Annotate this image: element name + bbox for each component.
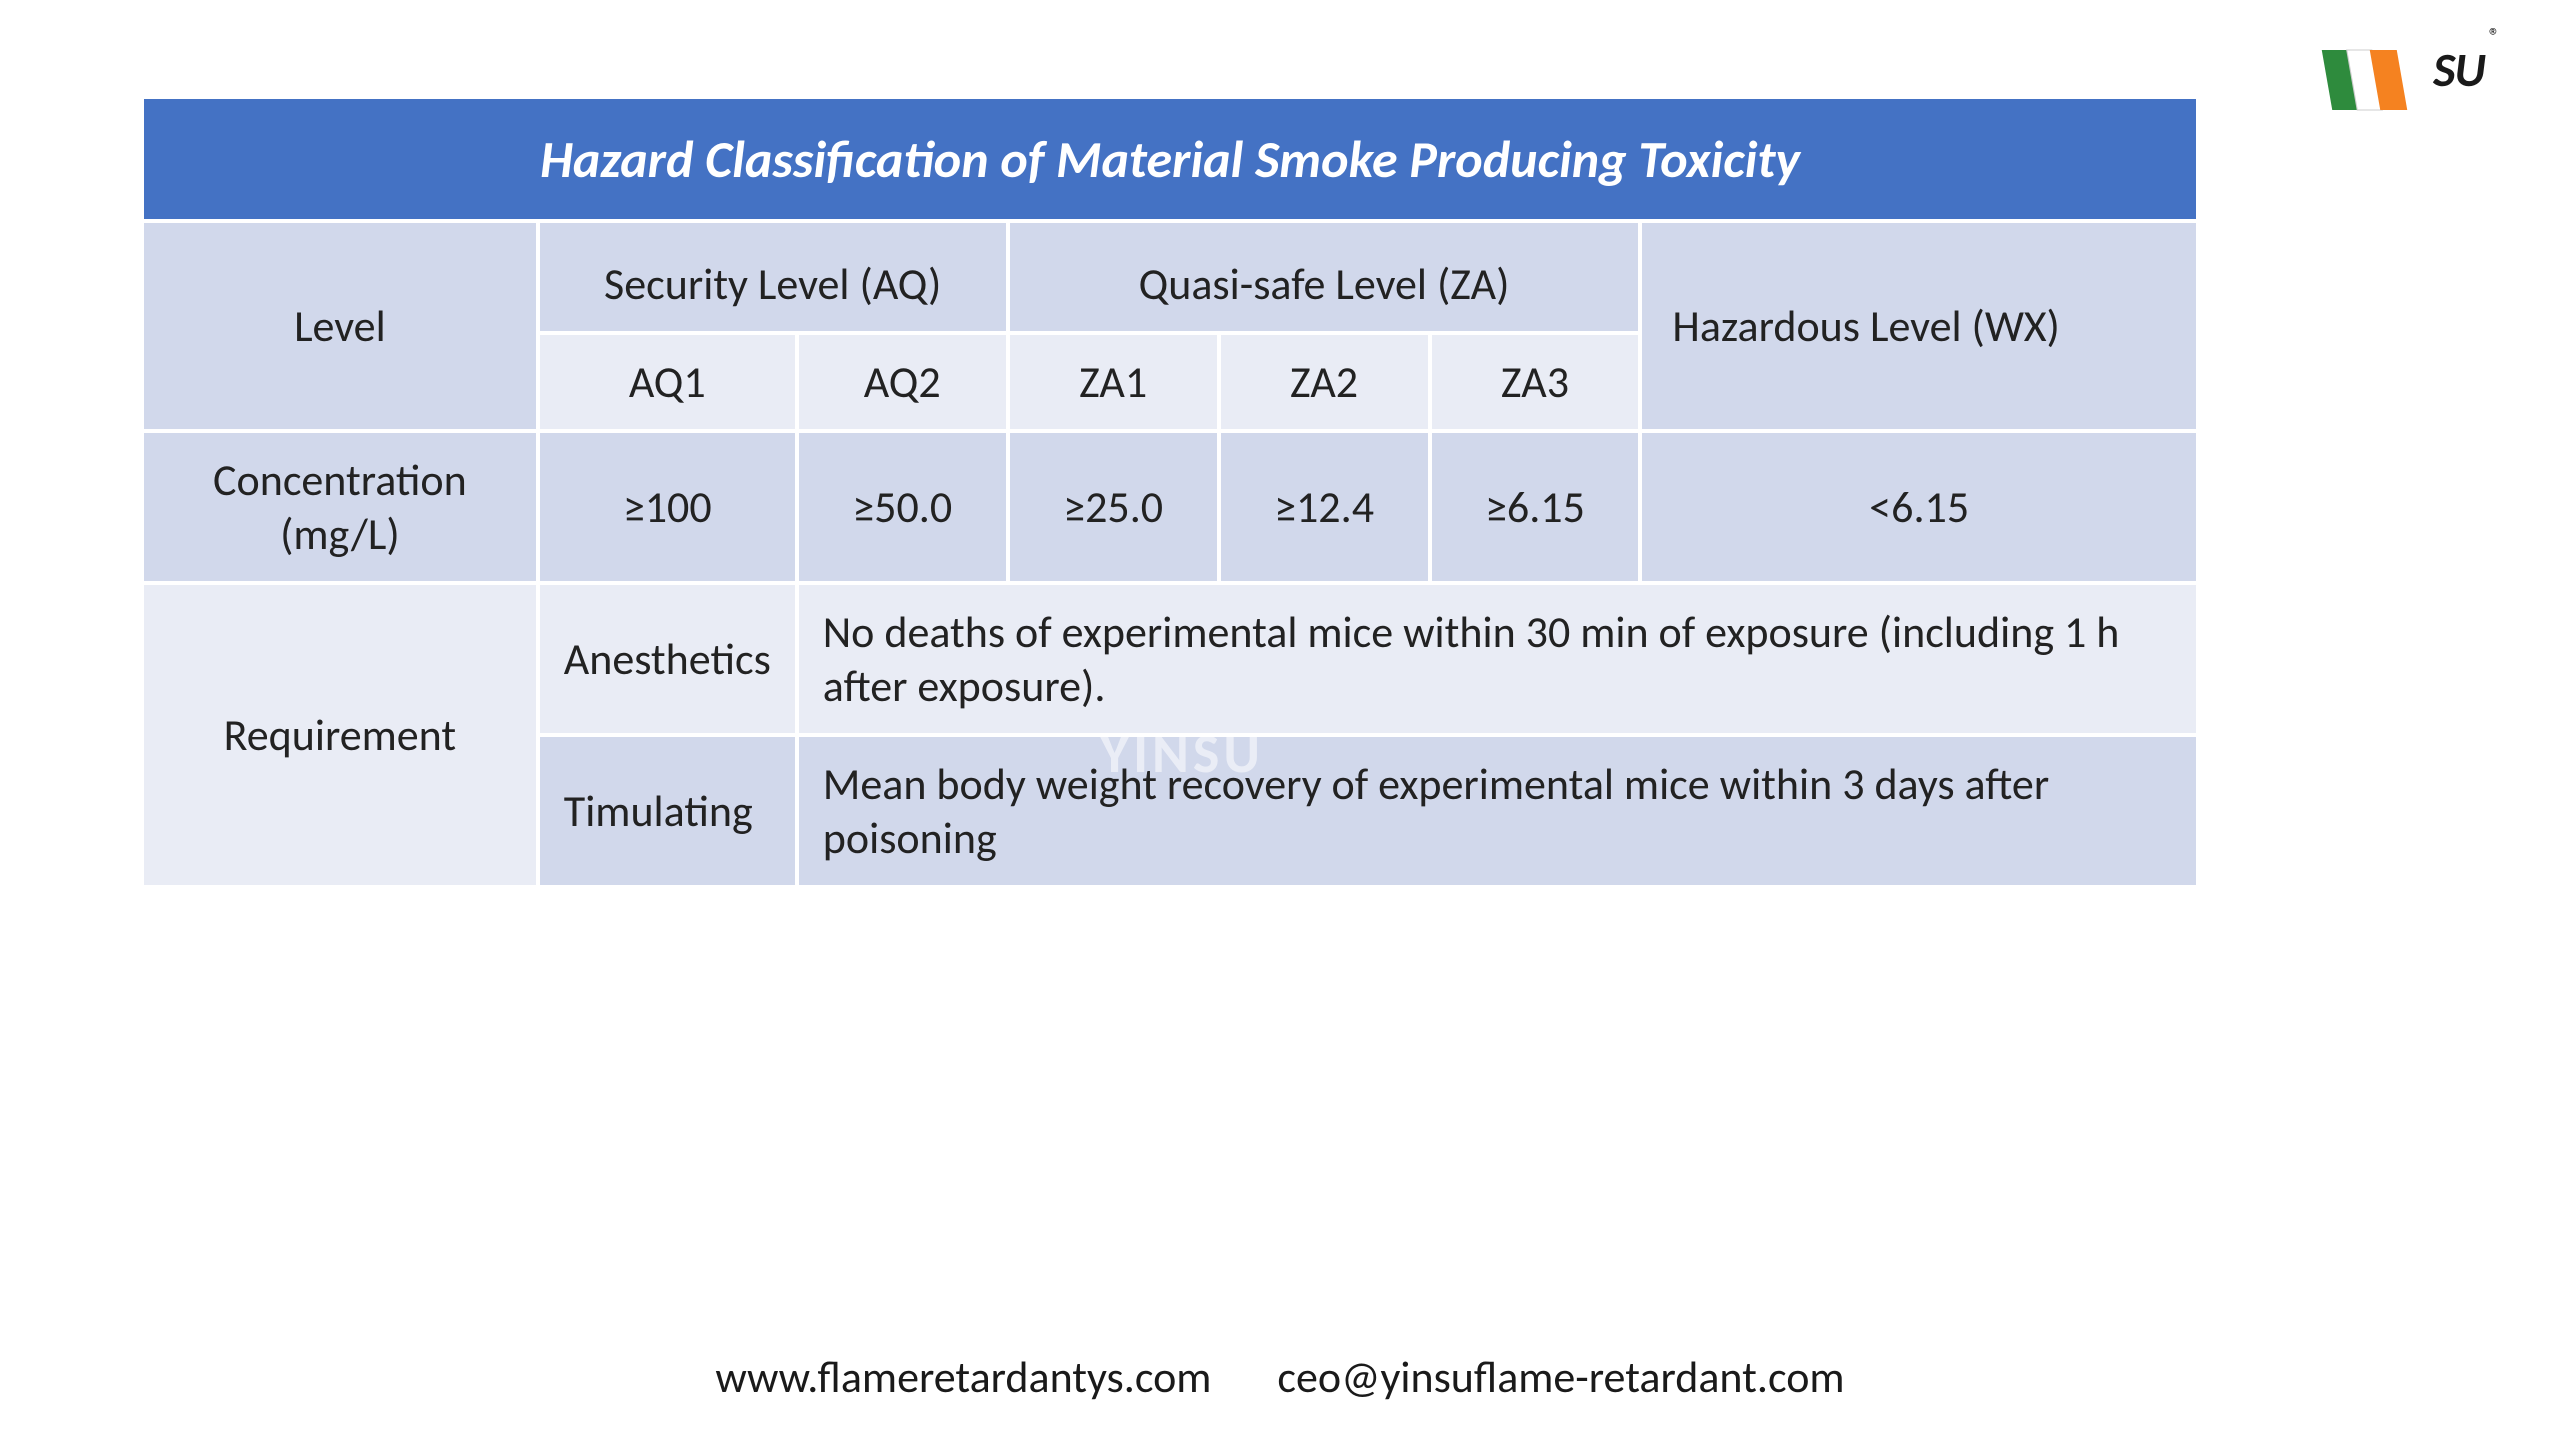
level-label: Level (142, 221, 538, 431)
req-anesthetics-text: No deaths of experimental mice within 30… (797, 583, 2198, 735)
req-timulating-name: Timulating (538, 735, 797, 887)
req-timulating-text: Mean body weight recovery of experimenta… (797, 735, 2198, 887)
conc-za1: ≥25.0 (1008, 431, 1219, 583)
conc-za3: ≥6.15 (1430, 431, 1641, 583)
group-security: Security Level (AQ) (538, 221, 1008, 333)
logo-text: SU (2433, 40, 2485, 99)
table-title: Hazard Classification of Material Smoke … (142, 97, 2198, 221)
title-row: Hazard Classification of Material Smoke … (142, 97, 2198, 221)
sub-za3: ZA3 (1430, 333, 1641, 431)
group-hazardous: Hazardous Level (WX) (1640, 221, 2198, 431)
brand-logo: SU ® (2295, 40, 2500, 120)
sub-aq2: AQ2 (797, 333, 1008, 431)
sub-aq1: AQ1 (538, 333, 797, 431)
group-quasisafe: Quasi-safe Level (ZA) (1008, 221, 1641, 333)
level-group-row: Level Security Level (AQ) Quasi-safe Lev… (142, 221, 2198, 333)
conc-aq1: ≥100 (538, 431, 797, 583)
concentration-row: Concentration (mg/L) ≥100 ≥50.0 ≥25.0 ≥1… (142, 431, 2198, 583)
registered-icon: ® (2489, 22, 2500, 49)
conc-aq2: ≥50.0 (797, 431, 1008, 583)
hazard-classification-table: Hazard Classification of Material Smoke … (140, 95, 2200, 889)
conc-wx: <6.15 (1640, 431, 2198, 583)
requirement-row-1: Requirement Anesthetics No deaths of exp… (142, 583, 2198, 735)
sub-za2: ZA2 (1219, 333, 1430, 431)
logo-mark-icon (2295, 40, 2425, 120)
footer-email: ceo@yinsuflame-retardant.com (1277, 1350, 1844, 1404)
requirement-label: Requirement (142, 583, 538, 887)
footer: www.flameretardantys.com ceo@yinsuflame-… (0, 1350, 2560, 1404)
footer-url: www.flameretardantys.com (715, 1350, 1211, 1404)
concentration-label: Concentration (mg/L) (142, 431, 538, 583)
sub-za1: ZA1 (1008, 333, 1219, 431)
conc-za2: ≥12.4 (1219, 431, 1430, 583)
req-anesthetics-name: Anesthetics (538, 583, 797, 735)
